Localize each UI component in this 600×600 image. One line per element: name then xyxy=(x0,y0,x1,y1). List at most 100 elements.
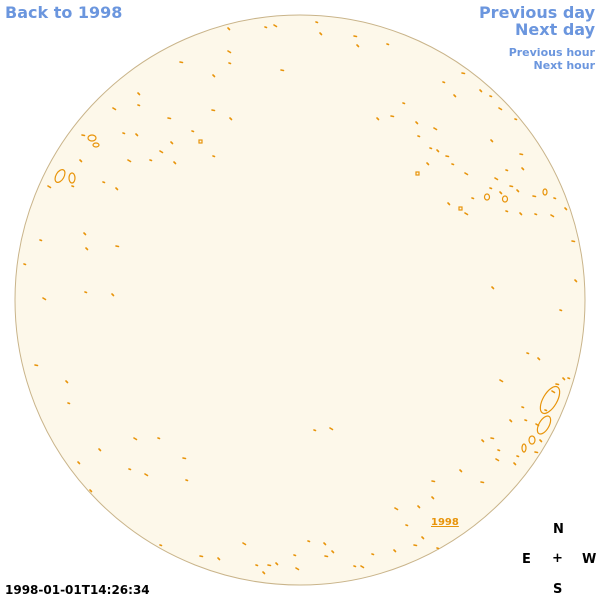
contour-speck xyxy=(371,553,375,556)
contour-speck xyxy=(402,102,406,105)
contour-speck xyxy=(421,536,425,540)
next-hour-link[interactable]: Next hour xyxy=(533,59,596,72)
contour-speck xyxy=(505,169,509,172)
contour-speck xyxy=(137,104,141,107)
contour-speck xyxy=(273,24,278,28)
contour-speck xyxy=(77,461,81,465)
contour-speck xyxy=(413,544,418,547)
next-day-link[interactable]: Next day xyxy=(515,20,595,39)
previous-day-link[interactable]: Previous day xyxy=(478,3,595,22)
contour-speck xyxy=(505,210,509,213)
contour-speck xyxy=(534,213,538,216)
contour-speck xyxy=(499,191,503,195)
contour-loop xyxy=(536,415,552,435)
contour-speck xyxy=(415,121,419,125)
compass-center-mark: + xyxy=(552,551,563,566)
contour-speck xyxy=(81,134,86,137)
contour-specks xyxy=(23,21,578,575)
contour-loop xyxy=(92,142,100,148)
contour-speck xyxy=(191,130,195,133)
contour-speck xyxy=(112,107,117,111)
contour-speck xyxy=(280,69,285,72)
contour-speck xyxy=(514,118,518,121)
contour-speck xyxy=(526,352,530,355)
magnetic-contours xyxy=(54,134,561,453)
contour-speck xyxy=(497,449,501,452)
contour-speck xyxy=(39,239,43,242)
contour-speck xyxy=(498,107,503,111)
contour-speck xyxy=(111,293,115,297)
contour-speck xyxy=(167,117,172,120)
contour-speck xyxy=(227,50,232,54)
compass-east-label: E xyxy=(522,552,531,567)
contour-speck xyxy=(229,117,233,121)
contour-speck xyxy=(394,507,399,511)
contour-speck xyxy=(567,377,571,380)
contour-speck xyxy=(128,468,132,471)
contour-loop xyxy=(198,139,203,144)
contour-speck xyxy=(137,92,141,96)
contour-speck xyxy=(555,383,560,386)
contour-speck xyxy=(571,240,576,243)
contour-speck xyxy=(562,377,566,381)
contour-speck xyxy=(102,181,106,184)
contour-speck xyxy=(199,555,204,558)
contour-speck xyxy=(79,159,83,163)
contour-speck xyxy=(513,462,517,466)
contour-speck xyxy=(480,481,485,484)
contour-speck xyxy=(453,94,457,98)
contour-speck xyxy=(115,187,119,191)
contour-speck xyxy=(179,61,184,64)
contour-speck xyxy=(519,153,524,156)
contour-speck xyxy=(553,197,557,200)
contour-speck xyxy=(85,247,89,251)
year-link[interactable]: 1998 xyxy=(431,517,459,528)
contour-speck xyxy=(157,437,161,440)
contour-speck xyxy=(494,177,499,181)
contour-speck xyxy=(393,549,397,553)
contour-speck xyxy=(516,189,520,193)
contour-speck xyxy=(464,212,469,216)
contour-speck xyxy=(479,89,483,93)
contour-speck xyxy=(491,286,495,290)
contour-loop xyxy=(521,443,527,453)
contour-speck xyxy=(537,357,541,361)
contour-speck xyxy=(255,564,259,567)
contour-speck xyxy=(559,309,563,312)
contour-speck xyxy=(521,167,525,171)
contour-loop xyxy=(54,169,66,183)
contour-loop xyxy=(415,171,420,176)
contour-speck xyxy=(490,437,495,440)
contour-speck xyxy=(521,406,525,409)
contour-speck xyxy=(495,458,500,462)
contour-speck xyxy=(360,565,365,569)
contour-speck xyxy=(429,147,433,150)
contour-speck xyxy=(461,72,466,75)
contour-speck xyxy=(135,133,139,137)
contour-speck xyxy=(445,155,450,158)
previous-hour-link[interactable]: Previous hour xyxy=(508,46,595,59)
contour-speck xyxy=(433,127,438,131)
contour-speck xyxy=(262,571,266,575)
contour-speck xyxy=(499,379,504,383)
contour-loop xyxy=(483,193,491,201)
contour-speck xyxy=(417,505,421,509)
contour-speck xyxy=(42,297,47,301)
back-to-year-link[interactable]: Back to 1998 xyxy=(5,3,123,22)
observation-timestamp: 1998-01-01T14:26:34 xyxy=(5,583,150,597)
contour-loop xyxy=(87,134,97,142)
contour-speck xyxy=(212,155,216,158)
contour-speck xyxy=(405,524,409,527)
contour-speck xyxy=(211,109,216,112)
compass-west-label: W xyxy=(582,552,597,567)
contour-speck xyxy=(431,480,436,483)
contour-speck xyxy=(574,279,578,283)
contour-speck xyxy=(307,540,311,543)
contour-speck xyxy=(71,185,75,188)
contour-speck xyxy=(551,390,556,394)
contour-speck xyxy=(442,81,446,84)
contour-speck xyxy=(89,489,93,493)
contour-speck xyxy=(324,555,329,558)
